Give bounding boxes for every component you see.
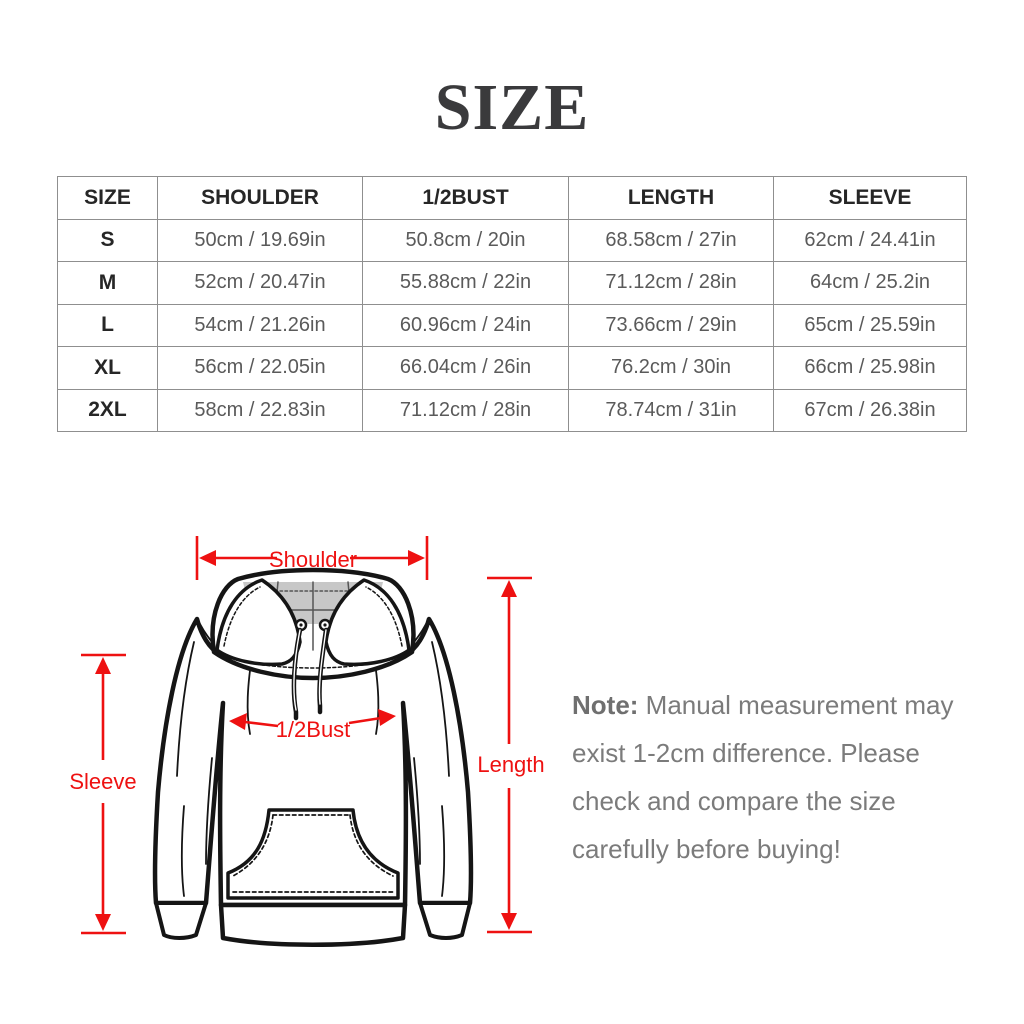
half-bust-label: 1/2Bust xyxy=(276,717,351,742)
hoodie-cuff-right xyxy=(418,901,472,940)
measurement-cell: 56cm / 22.05in xyxy=(157,346,363,390)
measurement-cell: 71.12cm / 28in xyxy=(568,261,774,305)
table-row: S 50cm / 19.69in 50.8cm / 20in 68.58cm /… xyxy=(57,218,967,262)
length-label: Length xyxy=(477,752,544,777)
table-row: L 54cm / 21.26in 60.96cm / 24in 73.66cm … xyxy=(57,303,967,347)
note-label: Note: xyxy=(572,690,639,720)
column-header-halfbust: 1/2BUST xyxy=(362,176,569,220)
length-arrow xyxy=(487,576,532,934)
table-row: 2XL 58cm / 22.83in 71.12cm / 28in 78.74c… xyxy=(57,388,967,432)
table-row: XL 56cm / 22.05in 66.04cm / 26in 76.2cm … xyxy=(57,346,967,390)
column-header-sleeve: SLEEVE xyxy=(773,176,967,220)
measurement-cell: 67cm / 26.38in xyxy=(773,388,967,432)
sleeve-label: Sleeve xyxy=(69,769,136,794)
size-cell: 2XL xyxy=(57,388,158,432)
measurement-cell: 58cm / 22.83in xyxy=(157,388,363,432)
measurement-cell: 71.12cm / 28in xyxy=(362,388,569,432)
page-title: SIZE xyxy=(434,71,590,144)
measurement-cell: 76.2cm / 30in xyxy=(568,346,774,390)
measurement-cell: 78.74cm / 31in xyxy=(568,388,774,432)
column-header-size: SIZE xyxy=(57,176,158,220)
table-row: M 52cm / 20.47in 55.88cm / 22in 71.12cm … xyxy=(57,261,967,305)
measurement-cell: 50cm / 19.69in xyxy=(157,218,363,262)
size-cell: M xyxy=(57,261,158,305)
measurement-cell: 62cm / 24.41in xyxy=(773,218,967,262)
hoodie-cuff-left xyxy=(154,901,208,940)
half-bust-arrow xyxy=(229,709,396,730)
drawstrings xyxy=(291,627,329,721)
note-body: Manual measurement may exist 1-2cm diffe… xyxy=(572,690,954,864)
measurement-cell: 54cm / 21.26in xyxy=(157,303,363,347)
hoodie-hem xyxy=(218,902,408,947)
sleeve-arrow xyxy=(81,653,126,935)
size-table: SIZE SHOULDER 1/2BUST LENGTH SLEEVE S 50… xyxy=(57,176,967,432)
size-cell: S xyxy=(57,218,158,262)
hoodie-pocket xyxy=(226,808,400,900)
eyelet-left-hole xyxy=(299,623,303,627)
measurement-cell: 66.04cm / 26in xyxy=(362,346,569,390)
measurement-arrows: Shoulder Sleeve 1/2Bust xyxy=(69,536,545,935)
hoodie-drawing xyxy=(152,567,474,947)
size-cell: L xyxy=(57,303,158,347)
shoulder-label: Shoulder xyxy=(269,547,357,572)
pocket-stitching xyxy=(232,814,394,893)
measurement-cell: 60.96cm / 24in xyxy=(362,303,569,347)
measurement-cell: 65cm / 25.59in xyxy=(773,303,967,347)
eyelet-right-hole xyxy=(323,623,327,627)
note-text: Note: Manual measurement may exist 1-2cm… xyxy=(572,681,976,873)
hoodie-body xyxy=(152,616,474,908)
column-header-shoulder: SHOULDER xyxy=(157,176,363,220)
measurement-cell: 64cm / 25.2in xyxy=(773,261,967,305)
measurement-cell: 52cm / 20.47in xyxy=(157,261,363,305)
collar-stitching xyxy=(223,586,403,669)
measurement-cell: 68.58cm / 27in xyxy=(568,218,774,262)
shoulder-arrow xyxy=(195,536,429,580)
table-header-row: SIZE SHOULDER 1/2BUST LENGTH SLEEVE xyxy=(57,176,967,220)
measurement-cell: 55.88cm / 22in xyxy=(362,261,569,305)
